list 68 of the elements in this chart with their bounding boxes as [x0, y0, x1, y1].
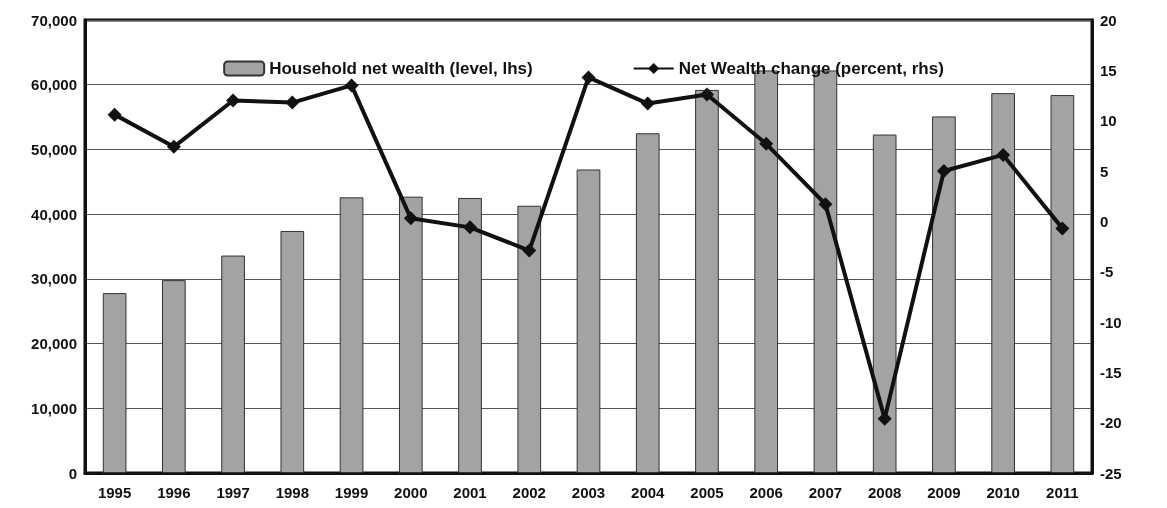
point — [166, 139, 181, 154]
bar — [695, 89, 719, 473]
y2-tick-label: -20 — [1100, 414, 1122, 432]
bar — [102, 293, 127, 473]
y2-tick-label: -15 — [1100, 363, 1122, 381]
x-tick-label: 1998 — [275, 484, 310, 501]
bar — [458, 197, 482, 473]
point — [581, 70, 596, 85]
bar — [162, 280, 186, 473]
x-tick-label: 2005 — [690, 484, 724, 501]
legend-label: Net Wealth change (percent, rhs) — [678, 59, 944, 78]
x-tick-label: 2011 — [1046, 484, 1079, 501]
y-tick-label: 70,000 — [31, 11, 77, 29]
bar — [872, 134, 897, 473]
point — [1055, 221, 1070, 236]
y2-tick-label: 5 — [1100, 162, 1109, 180]
y2-tick-label: 0 — [1100, 212, 1109, 230]
x-tick-label: 2002 — [512, 484, 546, 501]
point — [403, 211, 418, 226]
point — [226, 93, 241, 108]
y-tick-label: 10,000 — [31, 399, 77, 417]
x-tick-label: 1996 — [157, 484, 191, 501]
point — [522, 243, 537, 258]
point — [107, 107, 122, 122]
bar — [339, 197, 364, 473]
point — [936, 164, 951, 178]
x-tick-label: 2001 — [453, 484, 487, 501]
point — [759, 136, 774, 151]
point — [640, 96, 655, 111]
bar — [280, 230, 305, 473]
x-tick-label: 2007 — [808, 484, 843, 501]
y2-tick-label: 20 — [1100, 11, 1117, 29]
bar — [517, 205, 542, 473]
bar — [635, 133, 660, 473]
y-tick-label: 30,000 — [31, 270, 77, 288]
bar — [221, 255, 245, 473]
bar — [991, 93, 1015, 473]
point — [699, 87, 714, 102]
bar — [932, 116, 956, 473]
y2-tick-label: 10 — [1100, 112, 1117, 130]
x-tick-label: 2003 — [571, 484, 606, 501]
bar — [398, 196, 423, 473]
point — [344, 78, 359, 93]
y2-tick-label: 15 — [1100, 61, 1117, 79]
y-tick-label: 40,000 — [31, 205, 77, 223]
x-tick-label: 2008 — [867, 484, 902, 501]
point — [818, 197, 833, 212]
y-tick-label: 60,000 — [31, 76, 77, 94]
x-tick-label: 1999 — [334, 484, 369, 501]
point — [996, 147, 1011, 162]
x-tick-label: 2006 — [749, 484, 783, 501]
point — [463, 220, 478, 235]
legend-label: Household net wealth (level, lhs) — [269, 59, 533, 78]
y-tick-label: 0 — [68, 464, 77, 482]
bar — [1050, 95, 1075, 473]
point — [285, 95, 300, 110]
x-tick-label: 1995 — [97, 484, 132, 501]
y-tick-label: 50,000 — [31, 140, 77, 158]
x-tick-label: 2009 — [927, 484, 961, 501]
y2-tick-label: -10 — [1100, 313, 1122, 331]
x-tick-label: 2010 — [986, 484, 1020, 501]
bar — [576, 169, 601, 473]
x-tick-label: 2004 — [631, 484, 666, 501]
y2-tick-label: -25 — [1100, 464, 1122, 482]
x-tick-label: 2000 — [394, 484, 428, 501]
y2-tick-label: -5 — [1100, 263, 1114, 281]
x-tick-label: 1997 — [216, 484, 250, 501]
y-tick-label: 20,000 — [31, 335, 77, 353]
